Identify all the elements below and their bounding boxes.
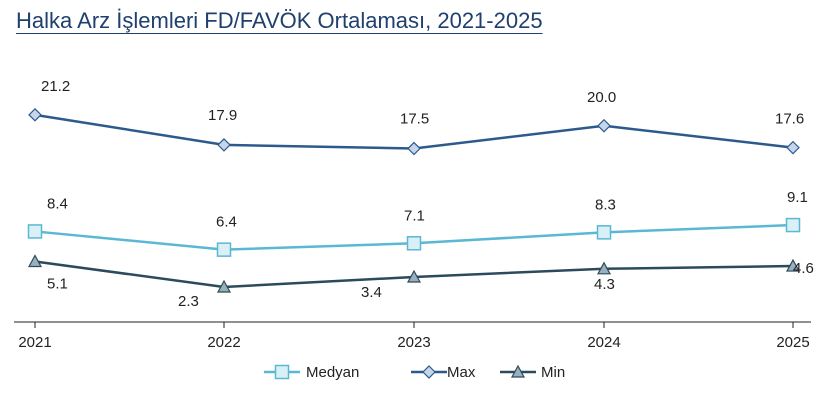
data-label-min: 4.3 — [594, 276, 615, 293]
x-tick-label: 2021 — [18, 334, 51, 351]
data-label-medyan: 7.1 — [404, 207, 425, 224]
data-point-max — [28, 107, 42, 122]
legend-marker-medyan — [274, 364, 290, 380]
data-point-medyan — [27, 224, 43, 239]
data-point-max — [217, 138, 231, 152]
legend-marker-max — [422, 365, 436, 379]
data-label-max: 20.0 — [587, 89, 616, 106]
x-tick-label: 2025 — [776, 334, 809, 351]
data-label-medyan: 6.4 — [216, 214, 237, 231]
data-point-max — [407, 141, 421, 156]
data-label-max: 17.5 — [400, 111, 429, 128]
data-point-medyan — [596, 225, 612, 240]
data-point-min — [27, 254, 43, 268]
data-point-min — [406, 269, 422, 283]
x-tick-label: 2022 — [207, 334, 240, 351]
x-tick-label: 2023 — [397, 334, 430, 351]
data-label-medyan: 8.3 — [595, 196, 616, 213]
data-label-medyan: 9.1 — [787, 189, 808, 206]
data-point-medyan — [785, 217, 801, 233]
data-point-medyan — [406, 236, 422, 251]
legend-label-max: Max — [447, 364, 476, 381]
chart-title: Halka Arz İşlemleri FD/FAVÖK Ortalaması,… — [16, 8, 543, 33]
legend-label-medyan: Medyan — [306, 364, 359, 381]
data-point-medyan — [216, 242, 232, 257]
data-label-min: 5.1 — [47, 276, 68, 293]
legend-marker-min — [510, 364, 526, 378]
data-point-max — [597, 118, 611, 133]
legend-label-min: Min — [541, 364, 565, 381]
data-label-max: 17.6 — [775, 111, 804, 128]
data-point-min — [785, 258, 801, 272]
data-point-max — [786, 140, 800, 155]
x-tick-label: 2024 — [587, 334, 620, 351]
data-point-min — [216, 279, 232, 293]
data-point-min — [596, 261, 612, 275]
data-label-min: 3.4 — [361, 284, 382, 301]
data-label-min: 4.6 — [793, 260, 814, 277]
data-label-medyan: 8.4 — [47, 195, 68, 212]
data-label-min: 2.3 — [178, 293, 199, 310]
data-label-max: 17.9 — [208, 107, 237, 124]
data-label-max: 21.2 — [41, 78, 70, 95]
